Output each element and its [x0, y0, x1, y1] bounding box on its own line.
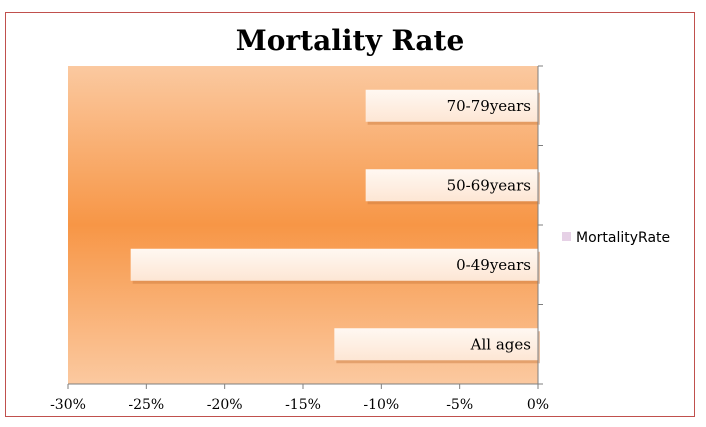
legend-marker: [562, 232, 571, 241]
x-tick-label: -30%: [50, 397, 86, 413]
x-tick-label: -5%: [446, 397, 473, 413]
x-axis: -30% -25% -20% -15% -10% -5% 0%: [50, 65, 549, 413]
bar: [365, 89, 538, 122]
x-tick-label: -10%: [363, 397, 399, 413]
bar: [334, 328, 538, 361]
category-label: All ages: [470, 335, 531, 353]
bar: [365, 169, 538, 202]
x-tick-label: -15%: [285, 397, 321, 413]
category-label: 70-79years: [447, 97, 531, 115]
x-tick-label: -20%: [207, 397, 243, 413]
legend: MortalityRate: [562, 230, 670, 246]
chart-title: Mortality Rate: [236, 24, 465, 57]
x-tick-label: 0%: [527, 397, 549, 413]
category-label: 0-49years: [456, 256, 531, 274]
bar: [130, 248, 538, 281]
bars-layer: All ages 0-49years 50-69years 70-79years: [130, 89, 540, 364]
category-label: 50-69years: [447, 176, 531, 194]
legend-label: MortalityRate: [576, 230, 670, 246]
x-tick-label: -25%: [128, 397, 164, 413]
